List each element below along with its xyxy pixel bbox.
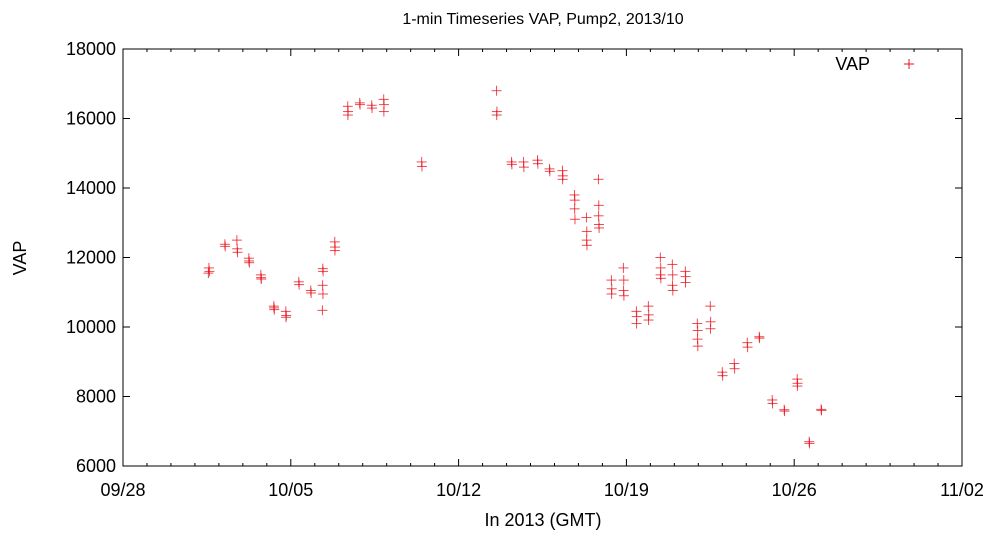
data-point xyxy=(569,203,580,214)
y-tick-label: 6000 xyxy=(76,456,116,476)
data-point xyxy=(342,110,353,121)
data-point xyxy=(220,241,231,252)
data-point xyxy=(618,275,629,286)
data-point xyxy=(655,273,666,284)
data-point xyxy=(705,301,716,312)
data-point xyxy=(667,285,678,296)
data-point xyxy=(816,405,827,416)
data-point xyxy=(268,302,279,313)
data-point xyxy=(692,325,703,336)
data-point xyxy=(416,161,427,172)
data-point xyxy=(569,195,580,206)
data-point xyxy=(606,275,617,286)
data-point xyxy=(581,240,592,251)
y-tick-label: 14000 xyxy=(66,178,116,198)
data-point xyxy=(767,398,778,409)
data-point xyxy=(306,287,317,298)
data-point xyxy=(244,255,255,266)
data-point xyxy=(594,222,605,233)
y-tick-label: 16000 xyxy=(66,109,116,129)
data-point xyxy=(655,252,666,263)
x-tick-label: 11/02 xyxy=(940,480,984,500)
data-point xyxy=(355,99,366,110)
data-point xyxy=(317,305,328,316)
data-point xyxy=(557,174,568,185)
legend-label: VAP xyxy=(835,54,870,74)
data-point xyxy=(593,210,604,221)
data-point xyxy=(754,333,765,344)
data-point xyxy=(705,323,716,334)
data-point xyxy=(742,342,753,353)
x-tick-label: 09/28 xyxy=(100,480,145,500)
data-point xyxy=(717,370,728,381)
data-point xyxy=(804,438,815,449)
x-axis-label: In 2013 (GMT) xyxy=(484,510,601,530)
data-point xyxy=(606,288,617,299)
data-point xyxy=(491,85,502,96)
data-point xyxy=(643,301,654,312)
data-point xyxy=(204,266,215,277)
data-point xyxy=(779,406,790,417)
data-point xyxy=(667,269,678,280)
data-point xyxy=(532,158,543,169)
legend: VAP xyxy=(835,54,914,74)
data-points xyxy=(203,85,827,449)
data-point xyxy=(317,280,328,291)
x-tick-label: 10/12 xyxy=(436,480,481,500)
data-point xyxy=(593,200,604,211)
data-point xyxy=(618,262,629,273)
data-point xyxy=(294,279,305,290)
data-point xyxy=(256,272,267,283)
x-tick-label: 10/26 xyxy=(772,480,817,500)
data-point xyxy=(792,381,803,392)
legend-marker xyxy=(904,59,914,69)
data-point xyxy=(318,266,329,277)
data-point xyxy=(231,235,242,246)
data-point xyxy=(317,288,328,299)
data-point xyxy=(367,103,378,114)
x-tick-label: 10/19 xyxy=(604,480,649,500)
data-point xyxy=(680,277,691,288)
x-axis: 09/28 10/05 10/12 10/19 10/26 11/02 xyxy=(100,49,984,500)
y-tick-label: 8000 xyxy=(76,387,116,407)
data-point xyxy=(280,312,291,323)
data-point xyxy=(378,106,389,117)
data-point xyxy=(232,247,243,258)
data-point xyxy=(581,226,592,237)
data-point xyxy=(692,341,703,352)
data-point xyxy=(569,214,580,225)
data-point xyxy=(631,318,642,329)
y-axis-label: VAP xyxy=(10,241,30,276)
data-point xyxy=(544,166,555,177)
data-point xyxy=(643,315,654,326)
data-point xyxy=(729,363,740,374)
data-point xyxy=(618,290,629,301)
y-tick-label: 12000 xyxy=(66,248,116,268)
y-tick-label: 18000 xyxy=(66,39,116,59)
y-axis: 6000 8000 10000 12000 14000 16000 18000 xyxy=(66,39,962,476)
data-point xyxy=(329,245,340,256)
chart-title: 1-min Timeseries VAP, Pump2, 2013/10 xyxy=(402,11,683,28)
data-point xyxy=(203,268,214,279)
data-point xyxy=(518,162,529,173)
data-point xyxy=(581,212,592,223)
data-point xyxy=(491,110,502,121)
x-tick-label: 10/05 xyxy=(268,480,313,500)
data-point xyxy=(667,259,678,270)
data-point xyxy=(593,174,604,185)
y-tick-label: 10000 xyxy=(66,317,116,337)
data-point xyxy=(506,159,517,170)
